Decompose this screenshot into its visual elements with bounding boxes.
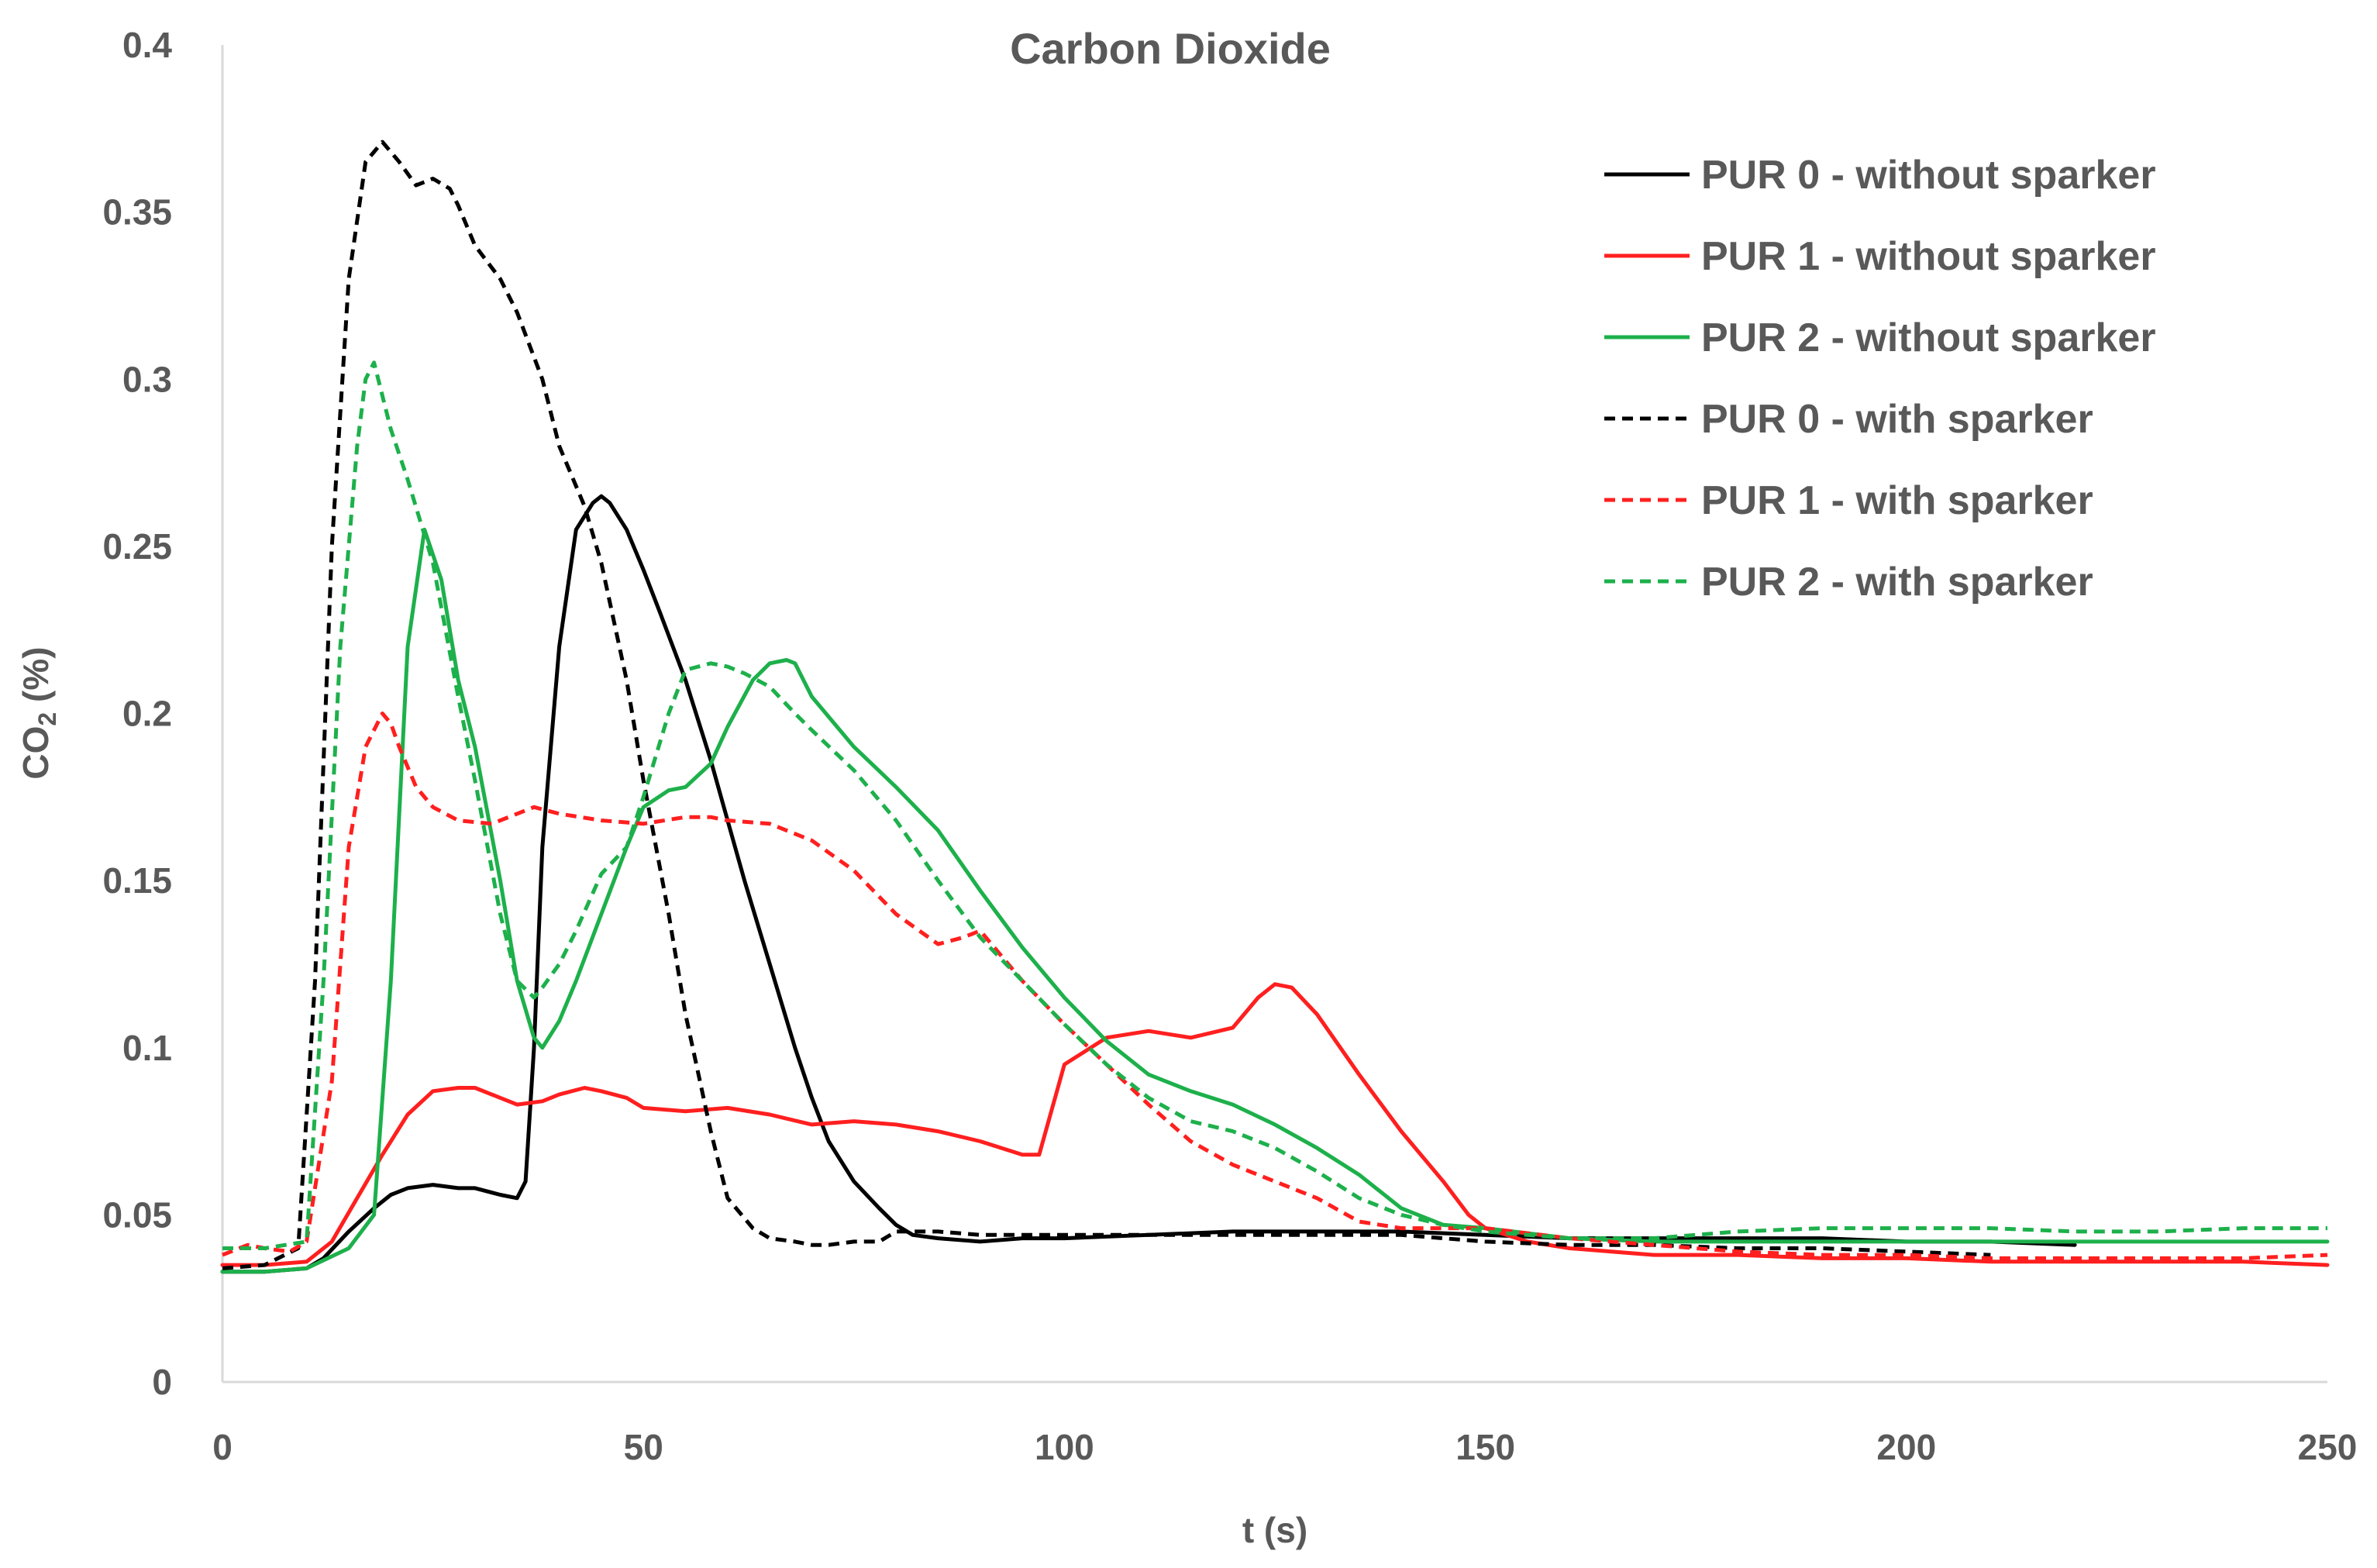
legend-label: PUR 1 - with sparker — [1701, 478, 2093, 523]
y-axis-title-prefix: CO — [16, 726, 56, 780]
series-line-pur-1-without-sparker — [220, 982, 2330, 1267]
y-tick-label: 0.15 — [102, 860, 172, 901]
legend-label: PUR 0 - without sparker — [1701, 153, 2156, 198]
y-tick-label: 0.3 — [122, 359, 172, 399]
y-tick-label: 0.05 — [102, 1194, 172, 1235]
y-axis-title-subscript: 2 — [33, 712, 61, 726]
x-tick-label: 100 — [1035, 1427, 1094, 1467]
series-line-pur-1-with-sparker — [222, 712, 2328, 1260]
y-axis-title-suffix: (%) — [16, 646, 56, 712]
series-line-pur-0-with-sparker — [222, 140, 1991, 1270]
y-tick-label: 0.2 — [122, 694, 172, 734]
series-line-pur-0-without-sparker — [220, 494, 2077, 1274]
chart-title: Carbon Dioxide — [1010, 24, 1331, 73]
axes — [221, 45, 2327, 1384]
series-lines — [220, 140, 2330, 1274]
y-tick-label: 0.35 — [102, 192, 172, 233]
legend-label: PUR 2 - with sparker — [1701, 560, 2093, 605]
x-tick-label: 0 — [212, 1427, 233, 1467]
y-tick-label: 0 — [152, 1362, 172, 1402]
legend-label: PUR 0 - with sparker — [1701, 397, 2093, 442]
x-tick-labels: 0 50 100 150 200 250 — [212, 1427, 2357, 1467]
y-tick-label: 0.25 — [102, 526, 172, 567]
legend-label: PUR 1 - without sparker — [1701, 234, 2156, 279]
x-tick-label: 50 — [624, 1427, 663, 1467]
legend: PUR 0 - without sparker PUR 1 - without s… — [1604, 153, 2156, 605]
y-tick-label: 0.1 — [122, 1028, 172, 1068]
x-tick-label: 250 — [2298, 1427, 2358, 1467]
y-tick-label: 0.4 — [122, 25, 172, 65]
y-tick-labels: 0 0.05 0.1 0.15 0.2 0.25 0.3 0.35 0.4 — [102, 25, 172, 1402]
x-tick-label: 150 — [1455, 1427, 1515, 1467]
x-tick-label: 200 — [1876, 1427, 1936, 1467]
x-axis-title: t (s) — [1242, 1510, 1307, 1550]
y-axis-title: CO2 (%) — [16, 646, 61, 779]
legend-label: PUR 2 - without sparker — [1701, 315, 2156, 360]
